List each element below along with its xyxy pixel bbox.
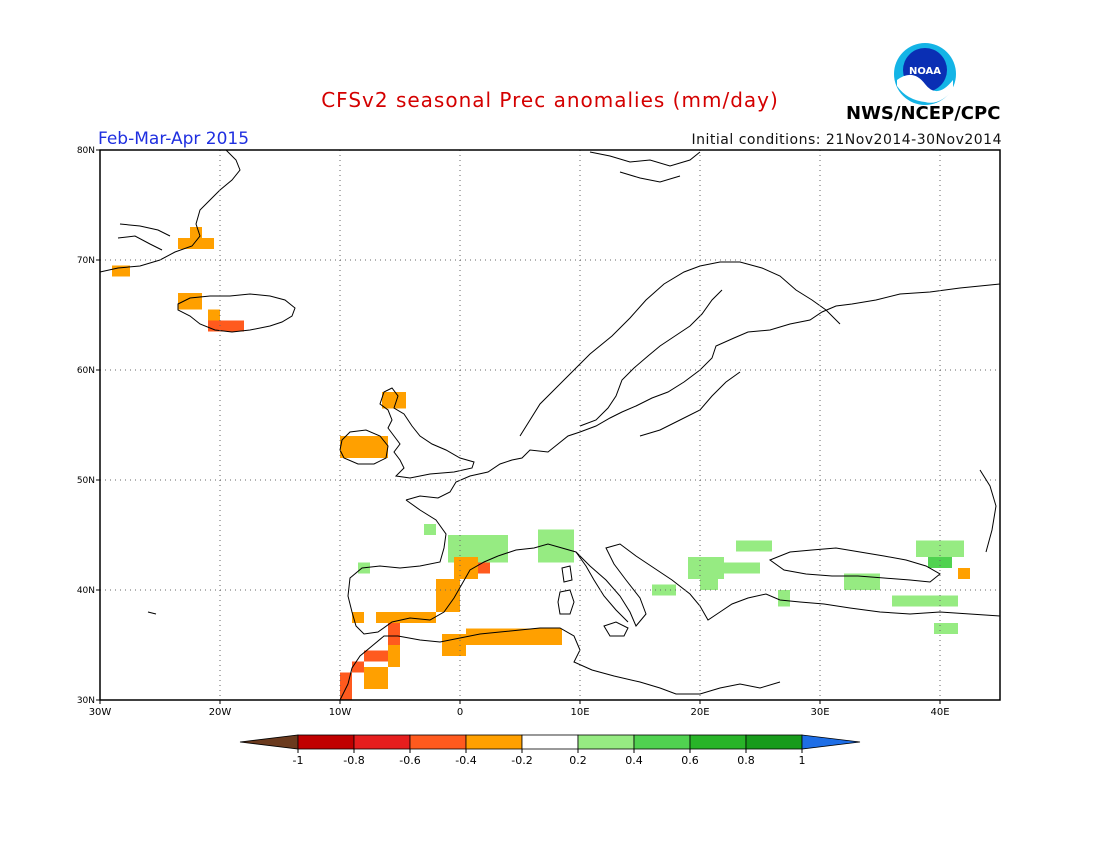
anomaly-cell: [724, 562, 760, 574]
legend-label: -0.6: [399, 754, 420, 767]
anomaly-cell: [208, 309, 220, 321]
anomaly-cells: [112, 227, 970, 700]
legend-arrow-low: [239, 734, 299, 750]
anomaly-cell: [112, 265, 130, 277]
anomaly-cell: [700, 573, 718, 590]
legend-label: 1: [799, 754, 806, 767]
anomaly-cell: [388, 645, 400, 667]
x-tick-label: 0: [457, 707, 463, 718]
agency-label: NWS/NCEP/CPC: [846, 103, 1001, 124]
anomaly-cell: [376, 612, 436, 623]
anomaly-cell: [190, 227, 202, 238]
anomaly-cell: [352, 612, 364, 623]
coastlines: [99, 149, 1001, 701]
color-legend-labels: -1 -0.8 -0.6 -0.4 -0.2 0.2 0.4 0.6 0.8 1: [293, 749, 806, 767]
y-axis-ticks: 30N 40N 50N 60N 70N 80N: [77, 146, 100, 706]
noaa-logo-text: NOAA: [909, 66, 941, 77]
legend-swatch: [633, 734, 691, 750]
x-tick-label: 10E: [570, 707, 589, 718]
anomaly-cell: [778, 590, 790, 607]
graticule: [100, 150, 1000, 700]
color-legend-swatches: [239, 734, 861, 750]
anomaly-cell: [892, 595, 958, 607]
anomaly-cell: [364, 667, 388, 689]
anomaly-cell: [388, 623, 400, 645]
legend-label: 0.4: [625, 754, 643, 767]
legend-swatch: [465, 734, 523, 750]
legend-label: 0.2: [569, 754, 587, 767]
legend-label: 0.6: [681, 754, 699, 767]
season-label: Feb-Mar-Apr 2015: [98, 129, 250, 149]
anomaly-cell: [736, 540, 772, 552]
noaa-logo-icon: NOAA: [894, 43, 956, 105]
anomaly-cell: [352, 661, 364, 673]
legend-swatch: [745, 734, 803, 750]
y-tick-label: 70N: [77, 256, 95, 266]
color-legend: -1 -0.8 -0.6 -0.4 -0.2 0.2 0.4 0.6 0.8 1: [239, 734, 861, 767]
legend-label: -0.4: [455, 754, 476, 767]
anomaly-cell: [178, 238, 214, 249]
legend-swatch: [521, 734, 579, 750]
x-axis-ticks: 30W 20W 10W 0 10E 20E 30E 40E: [89, 700, 950, 718]
anomaly-cell: [208, 320, 244, 332]
legend-swatch: [353, 734, 411, 750]
legend-label: -1: [293, 754, 304, 767]
y-tick-label: 60N: [77, 366, 95, 376]
map-title: CFSv2 seasonal Prec anomalies (mm/day): [321, 88, 779, 112]
legend-swatch: [297, 734, 355, 750]
y-tick-label: 80N: [77, 146, 95, 156]
initial-conditions-label: Initial conditions: 21Nov2014-30Nov2014: [691, 132, 1002, 148]
x-tick-label: 40E: [930, 707, 949, 718]
anomaly-cell: [916, 540, 964, 557]
legend-arrow-high: [801, 734, 861, 750]
y-tick-label: 50N: [77, 476, 95, 486]
map-frame: [99, 149, 1001, 701]
legend-swatch: [577, 734, 635, 750]
anomaly-cell: [454, 557, 478, 579]
x-tick-label: 20E: [690, 707, 709, 718]
x-tick-label: 10W: [329, 707, 352, 718]
legend-swatch: [409, 734, 467, 750]
x-tick-label: 30E: [810, 707, 829, 718]
y-tick-label: 30N: [77, 696, 95, 706]
y-tick-label: 40N: [77, 586, 95, 596]
anomaly-cell: [478, 562, 490, 574]
anomaly-cell: [934, 623, 958, 634]
anomaly-cell: [844, 573, 880, 590]
anomaly-cell: [928, 557, 952, 568]
legend-label: -0.8: [343, 754, 364, 767]
anomaly-map: 30W 20W 10W 0 10E 20E 30E 40E 30N 40N 50N 60N 70N 80…: [77, 146, 1001, 718]
x-tick-label: 20W: [209, 707, 232, 718]
legend-label: 0.8: [737, 754, 755, 767]
legend-swatch: [689, 734, 747, 750]
anomaly-cell: [340, 436, 388, 458]
x-tick-label: 30W: [89, 707, 112, 718]
anomaly-cell: [424, 524, 436, 535]
anomaly-cell: [178, 293, 202, 310]
anomaly-cell: [382, 392, 406, 409]
anomaly-cell: [958, 568, 970, 579]
anomaly-cell: [364, 650, 388, 662]
anomaly-cell: [652, 584, 676, 596]
legend-label: -0.2: [511, 754, 532, 767]
